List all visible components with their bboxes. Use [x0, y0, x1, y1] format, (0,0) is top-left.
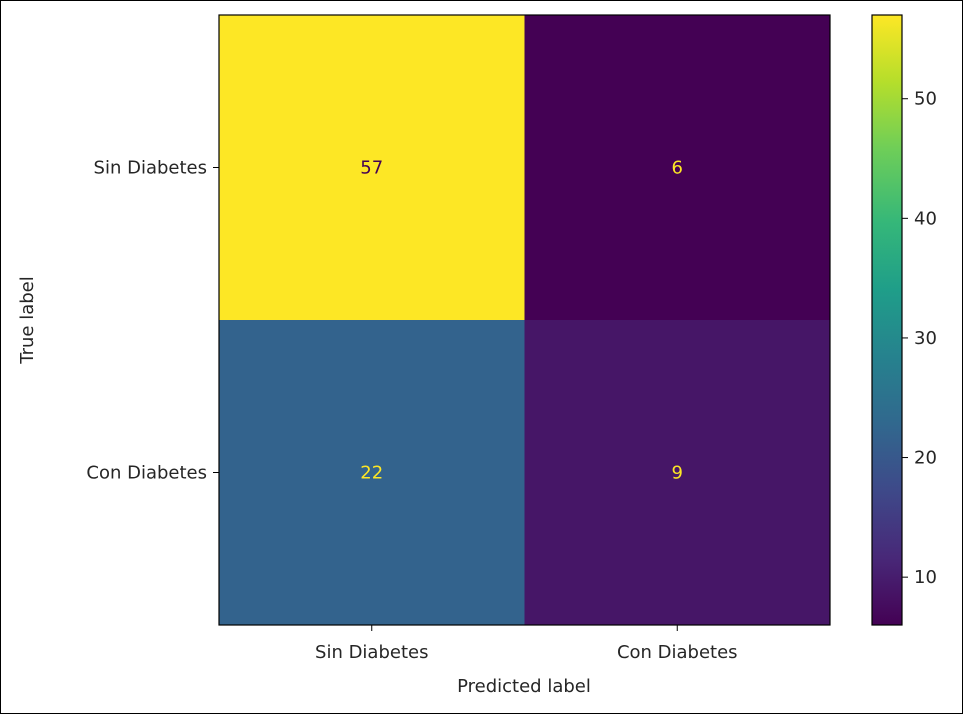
plot-border [218, 14, 831, 626]
y-axis-label: True label [17, 276, 38, 365]
cell-value-label: 22 [360, 463, 383, 484]
colorbar [871, 14, 903, 626]
colorbar-tick-label: 30 [914, 328, 937, 349]
colorbar-tick-label: 10 [914, 567, 937, 588]
x-tick-label: Con Diabetes [617, 642, 738, 663]
colorbar-tick-label: 20 [914, 448, 937, 469]
cell-value-label: 9 [672, 463, 683, 484]
heatmap-cell [219, 15, 525, 320]
heatmap-cell [524, 15, 830, 320]
cell-value-label: 6 [672, 158, 683, 179]
x-axis-label: Predicted label [457, 676, 591, 697]
colorbar-tick-label: 40 [914, 208, 937, 229]
y-tick-label: Sin Diabetes [94, 158, 207, 179]
colorbar-tick-label: 50 [914, 89, 937, 110]
x-tick-label: Sin Diabetes [315, 642, 428, 663]
y-tick-label: Con Diabetes [86, 463, 207, 484]
cell-value-label: 57 [360, 158, 383, 179]
heatmap-cell [524, 320, 830, 625]
heatmap-cell [219, 320, 525, 625]
